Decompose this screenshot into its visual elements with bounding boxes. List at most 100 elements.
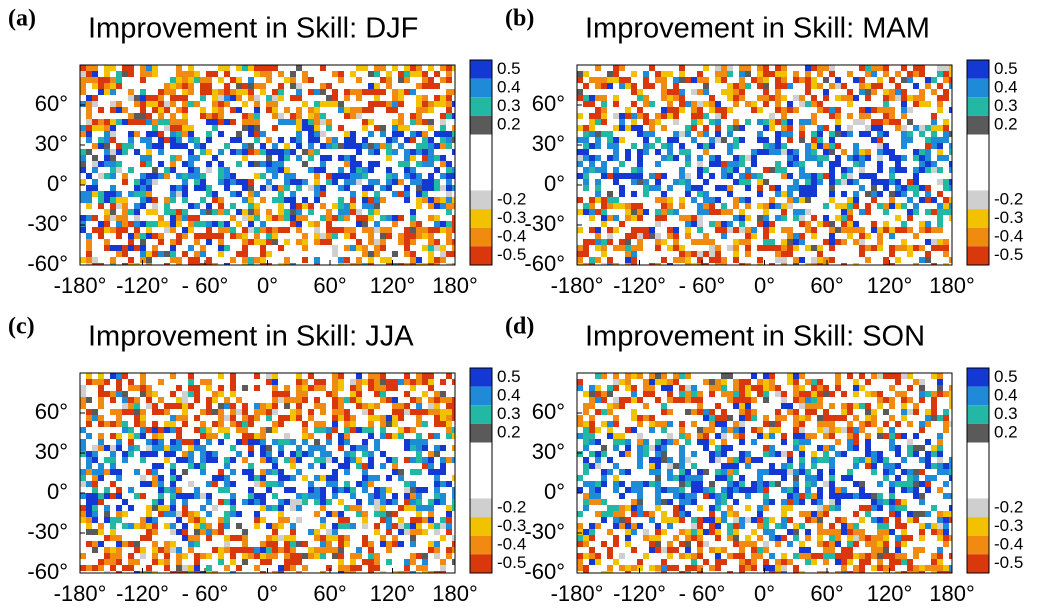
map-cell	[410, 517, 416, 523]
map-cell	[757, 457, 763, 463]
map-cell	[200, 107, 206, 113]
map-cell	[284, 77, 290, 83]
map-cell	[907, 215, 913, 221]
map-cell	[823, 529, 829, 535]
map-cell	[194, 463, 200, 469]
map-cell	[188, 439, 194, 445]
map-cell	[380, 415, 386, 421]
map-cell	[146, 257, 152, 263]
map-cell	[925, 409, 931, 415]
map-cell	[619, 451, 625, 457]
map-cell	[781, 167, 787, 173]
map-cell	[925, 421, 931, 427]
map-cell	[913, 379, 919, 385]
map-cell	[176, 529, 182, 535]
map-cell	[440, 221, 446, 227]
map-cell	[829, 257, 835, 263]
y-tick-label: -60°	[27, 559, 68, 584]
map-cell	[769, 113, 775, 119]
map-cell	[727, 487, 733, 493]
map-cell	[607, 385, 613, 391]
map-cell	[158, 547, 164, 553]
map-cell	[877, 161, 883, 167]
map-cell	[158, 493, 164, 499]
map-cell	[218, 107, 224, 113]
map-cell	[134, 215, 140, 221]
map-cell	[781, 403, 787, 409]
map-cell	[266, 409, 272, 415]
map-cell	[134, 179, 140, 185]
map-cell	[380, 427, 386, 433]
map-cell	[104, 77, 110, 83]
colorbar-swatch	[470, 536, 492, 555]
map-cell	[326, 547, 332, 553]
map-cell	[637, 433, 643, 439]
map-cell	[170, 547, 176, 553]
colorbar-label: -0.4	[994, 227, 1023, 246]
map-cell	[925, 137, 931, 143]
map-cell	[853, 179, 859, 185]
map-cell	[134, 547, 140, 553]
map-cell	[589, 427, 595, 433]
map-cell	[655, 463, 661, 469]
map-cell	[104, 469, 110, 475]
map-cell	[260, 251, 266, 257]
map-cell	[643, 439, 649, 445]
map-cell	[296, 457, 302, 463]
map-cell	[200, 427, 206, 433]
map-cell	[925, 463, 931, 469]
map-cell	[679, 143, 685, 149]
map-cell	[673, 209, 679, 215]
map-cell	[80, 257, 86, 263]
map-cell	[386, 433, 392, 439]
map-cell	[769, 481, 775, 487]
map-cell	[206, 439, 212, 445]
map-cell	[763, 565, 769, 571]
map-cell	[338, 445, 344, 451]
map-cell	[230, 77, 236, 83]
map-cell	[583, 391, 589, 397]
map-cell	[631, 511, 637, 517]
map-cell	[194, 173, 200, 179]
map-cell	[344, 89, 350, 95]
map-cell	[637, 439, 643, 445]
map-cell	[326, 83, 332, 89]
map-cell	[595, 77, 601, 83]
map-cell	[895, 215, 901, 221]
map-cell	[194, 221, 200, 227]
map-cell	[625, 251, 631, 257]
map-cell	[320, 101, 326, 107]
map-cell	[883, 119, 889, 125]
map-cell	[931, 227, 937, 233]
map-cell	[242, 149, 248, 155]
map-cell	[146, 113, 152, 119]
map-cell	[829, 505, 835, 511]
map-cell	[637, 493, 643, 499]
map-cell	[745, 391, 751, 397]
map-cell	[601, 251, 607, 257]
map-cell	[272, 439, 278, 445]
map-cell	[128, 167, 134, 173]
map-cell	[446, 95, 452, 101]
map-cell	[182, 523, 188, 529]
map-cell	[374, 179, 380, 185]
map-cell	[577, 137, 583, 143]
map-cell	[140, 119, 146, 125]
map-cell	[625, 257, 631, 263]
map-cell	[254, 403, 260, 409]
map-cell	[314, 397, 320, 403]
map-cell	[895, 245, 901, 251]
map-cell	[655, 499, 661, 505]
map-cell	[925, 155, 931, 161]
map-cell	[589, 209, 595, 215]
map-cell	[242, 179, 248, 185]
map-cell	[332, 535, 338, 541]
map-cell	[667, 89, 673, 95]
map-cell	[374, 71, 380, 77]
map-cell	[787, 161, 793, 167]
map-cell	[320, 155, 326, 161]
map-cell	[631, 83, 637, 89]
map-cell	[170, 463, 176, 469]
map-cell	[577, 155, 583, 161]
map-cell	[727, 505, 733, 511]
